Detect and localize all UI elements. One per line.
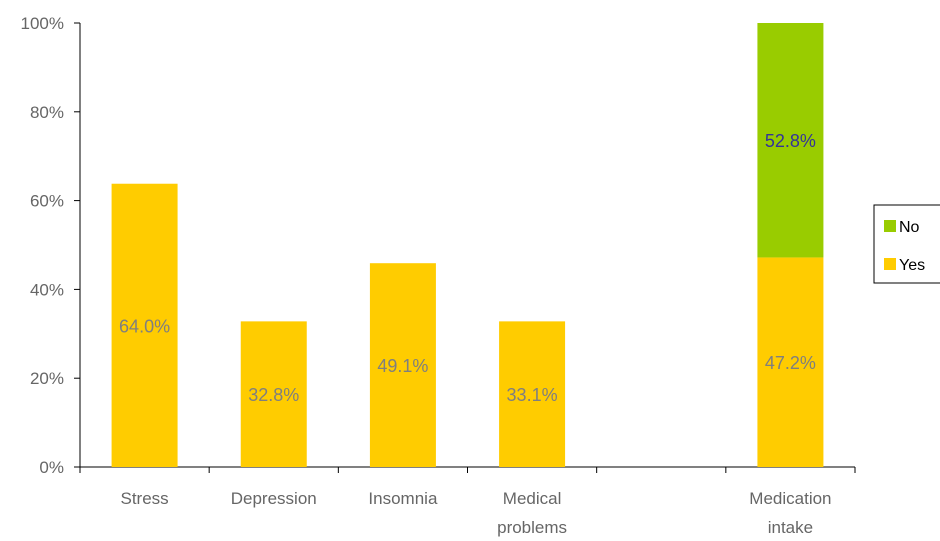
x-category-label: problems (497, 518, 567, 537)
data-label: 64.0% (119, 316, 170, 336)
legend-label-yes: Yes (899, 257, 925, 274)
bar-yes (240, 321, 307, 467)
x-category-label: Insomnia (368, 489, 438, 508)
x-category-label: Medical (503, 489, 562, 508)
y-tick-label: 20% (30, 369, 64, 388)
data-label: 32.8% (248, 385, 299, 405)
x-category-label: Depression (231, 489, 317, 508)
data-label: 49.1% (377, 356, 428, 376)
legend-swatch-yes (884, 258, 896, 270)
legend: No Yes (873, 204, 940, 284)
data-label: 52.8% (765, 131, 816, 151)
legend-label-no: No (899, 219, 920, 236)
y-tick-label: 40% (30, 280, 64, 299)
x-category-label: Medication (749, 489, 831, 508)
bars (111, 23, 824, 467)
data-labels: 64.0% 32.8% 49.1% 33.1% 47.2% 52.8% (119, 131, 816, 405)
x-category-label: intake (768, 518, 813, 537)
axes: 0% 20% 40% 60% 80% 100% Stress Depression Insomn… (21, 14, 856, 537)
y-tick-label: 60% (30, 192, 64, 211)
y-tick-label: 100% (21, 14, 64, 33)
data-label: 33.1% (507, 385, 558, 405)
x-category-label: Stress (120, 489, 168, 508)
bar-yes (111, 183, 178, 467)
legend-swatch-no (884, 220, 896, 232)
y-tick-label: 80% (30, 103, 64, 122)
bar-yes (499, 321, 566, 467)
bar-yes (369, 263, 436, 467)
bar-yes (757, 257, 824, 467)
data-label: 47.2% (765, 353, 816, 373)
y-tick-label: 0% (39, 458, 64, 477)
bar-no (757, 23, 824, 258)
